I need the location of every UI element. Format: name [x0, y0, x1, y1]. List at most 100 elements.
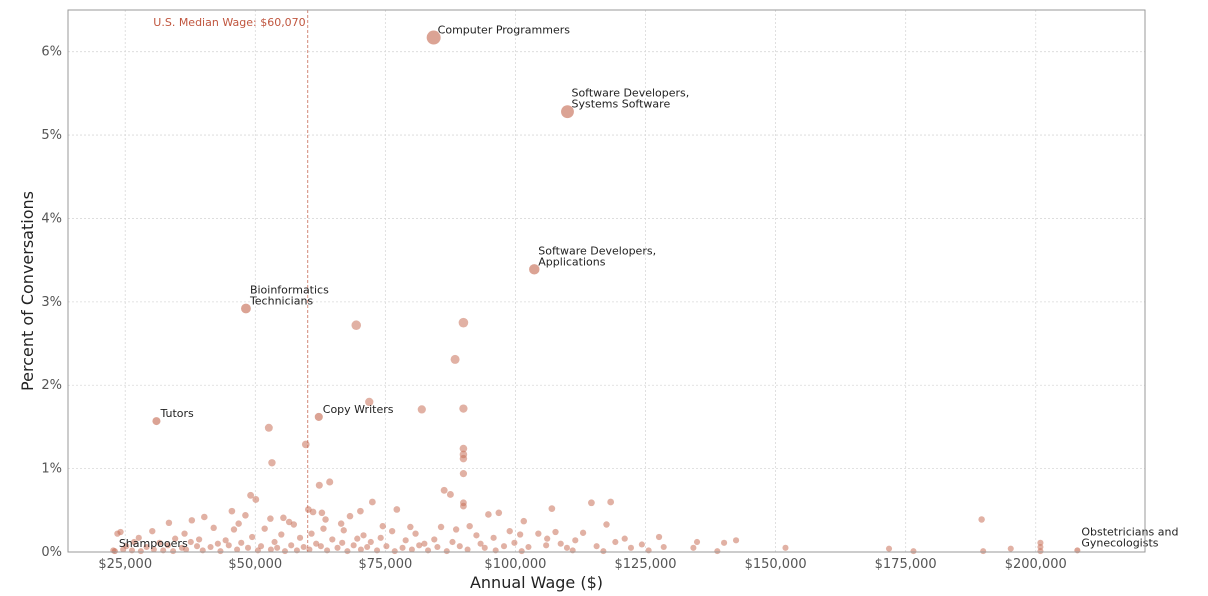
scatter-point [187, 538, 194, 546]
scatter-point [228, 507, 236, 515]
scatter-point [714, 548, 721, 555]
scatter-point [477, 540, 484, 547]
scatter-point [506, 527, 513, 535]
scatter-point [222, 537, 229, 544]
y-axis-title: Percent of Conversations [18, 191, 37, 391]
scatter-point [207, 543, 214, 551]
scatter-point [693, 538, 701, 546]
point-label: Copy Writers [323, 403, 394, 416]
scatter-point [572, 537, 579, 544]
scatter-point [1037, 543, 1044, 551]
labeled-point [111, 548, 118, 555]
scatter-point [621, 535, 628, 542]
scatter-point [525, 543, 532, 551]
scatter-point [885, 545, 893, 552]
scatter-point [143, 543, 150, 551]
scatter-point [290, 521, 298, 528]
scatter-point [407, 523, 414, 531]
x-tick-label: $100,000 [484, 557, 546, 572]
scatter-point [252, 496, 260, 503]
scatter-point [520, 517, 528, 525]
labeled-point [241, 303, 251, 314]
scatter-point [350, 542, 357, 549]
scatter-point [170, 548, 177, 555]
x-tick-label: $175,000 [875, 557, 937, 572]
scatter-point [261, 525, 268, 532]
scatter-point [346, 512, 354, 520]
scatter-point [354, 535, 361, 542]
labeled-point [561, 105, 574, 119]
scatter-point [217, 548, 224, 555]
scatter-point [399, 544, 406, 551]
scatter-point [214, 540, 221, 547]
scatter-point [459, 470, 468, 478]
scatter-point [301, 440, 310, 449]
scatter-point [607, 498, 615, 506]
scatter-point [114, 530, 121, 537]
points-layer [110, 317, 1044, 555]
scatter-point [412, 530, 419, 537]
scatter-point [271, 538, 278, 546]
point-label: Bioinformatics [250, 284, 329, 297]
scatter-point [721, 539, 728, 546]
scatter-point [234, 546, 241, 553]
scatter-point [172, 535, 179, 542]
scatter-point [360, 532, 367, 539]
scatter-point [464, 546, 471, 553]
scatter-point [603, 521, 610, 528]
scatter-point [268, 459, 276, 467]
scatter-point [181, 530, 188, 537]
scatter-point [627, 544, 634, 551]
scatter-point [402, 537, 409, 544]
scatter-point [150, 546, 157, 553]
x-tick-label: $125,000 [615, 557, 677, 572]
scatter-point [481, 544, 488, 551]
scatter-point [377, 534, 384, 541]
scatter-point [357, 507, 364, 515]
scatter-point [421, 540, 428, 547]
scatter-point [466, 522, 473, 530]
scatter-point [459, 404, 468, 413]
scatter-point [1007, 545, 1014, 552]
scatter-point [459, 444, 468, 453]
scatter-point [910, 548, 917, 555]
scatter-point [309, 508, 317, 516]
x-tick-label: $150,000 [745, 557, 807, 572]
scatter-point [306, 546, 313, 553]
scatter-point [544, 535, 551, 542]
scatter-point [196, 536, 203, 543]
scatter-point [164, 542, 171, 549]
scatter-point [434, 543, 441, 551]
scatter-point [278, 531, 285, 538]
scatter-point [280, 514, 287, 522]
scatter-point [135, 534, 142, 541]
point-label: Technicians [249, 295, 313, 308]
scatter-point [552, 528, 559, 536]
scatter-point [473, 532, 480, 539]
x-tick-label: $50,000 [228, 557, 282, 572]
scatter-point [344, 548, 351, 555]
scatter-point [329, 536, 336, 543]
scatter-point [225, 542, 232, 549]
scatter-point [548, 505, 556, 512]
scatter-point [638, 541, 645, 548]
scatter-point [449, 538, 456, 546]
scatter-point [600, 548, 607, 555]
point-label: Tutors [159, 407, 194, 420]
x-tick-label: $25,000 [98, 557, 152, 572]
scatter-point [238, 539, 245, 546]
scatter-point [379, 522, 386, 530]
scatter-point [383, 543, 390, 550]
median-wage-label: U.S. Median Wage: $60,070 [153, 16, 305, 29]
scatter-point [431, 536, 438, 543]
point-label: Computer Programmers [438, 24, 571, 37]
scatter-point [579, 529, 587, 536]
scatter-point [230, 526, 238, 533]
scatter-point [313, 540, 320, 547]
scatter-point [300, 543, 307, 551]
y-tick-label: 4% [41, 211, 62, 226]
scatter-point [364, 543, 371, 551]
labeled-point [314, 412, 323, 421]
point-label: Software Developers, [571, 87, 689, 100]
scatter-point [416, 542, 423, 549]
